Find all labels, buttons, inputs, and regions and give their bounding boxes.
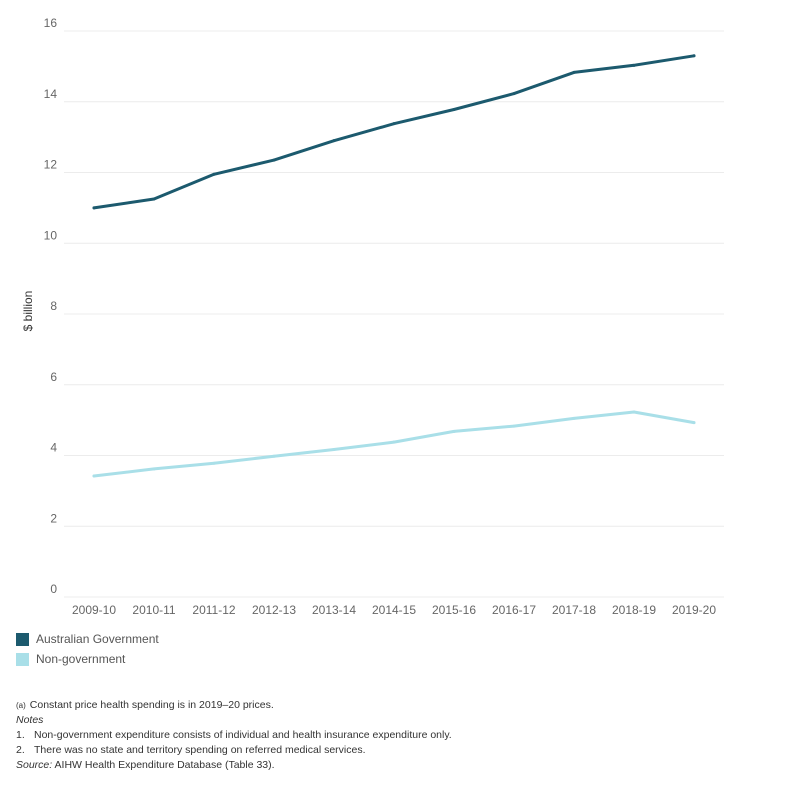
data-point[interactable]: [212, 172, 216, 176]
data-point[interactable]: [332, 139, 336, 143]
data-point[interactable]: [212, 461, 216, 465]
data-point[interactable]: [512, 424, 516, 428]
data-point[interactable]: [152, 197, 156, 201]
series-lines: [92, 54, 696, 478]
x-tick-label: 2010-11: [132, 603, 175, 617]
y-tick-label: 12: [44, 158, 58, 172]
data-point[interactable]: [392, 440, 396, 444]
note-item: 2. There was no state and territory spend…: [16, 743, 452, 758]
y-tick-label: 6: [50, 370, 57, 384]
note-item: 1. Non-government expenditure consists of…: [16, 728, 452, 743]
x-tick-label: 2018-19: [612, 603, 656, 617]
note-number: 1.: [16, 729, 25, 741]
data-point[interactable]: [272, 158, 276, 162]
y-tick-label: 0: [50, 582, 57, 596]
y-tick-label: 8: [50, 299, 57, 313]
data-point[interactable]: [392, 122, 396, 126]
gridlines: [64, 30, 724, 598]
y-tick-label: 14: [44, 87, 58, 101]
data-point[interactable]: [692, 54, 696, 58]
note-number: 2.: [16, 744, 25, 756]
note-text: Non-government expenditure consists of i…: [34, 729, 452, 741]
x-tick-label: 2011-12: [192, 603, 235, 617]
footnote-a: (a) Constant price health spending is in …: [16, 698, 452, 713]
x-tick-label: 2009-10: [72, 603, 116, 617]
legend: Australian Government Non-government: [16, 629, 159, 669]
series-line-australian-government[interactable]: [92, 54, 696, 210]
data-point[interactable]: [272, 454, 276, 458]
source-text: AIHW Health Expenditure Database (Table …: [52, 759, 275, 771]
x-axis: 2009-10 2010-11 2011-12 2012-13 2013-14 2014-…: [72, 603, 716, 617]
legend-item-australian-government[interactable]: Australian Government: [16, 629, 159, 649]
legend-item-non-government[interactable]: Non-government: [16, 649, 159, 669]
x-tick-label: 2015-16: [432, 603, 476, 617]
data-point[interactable]: [452, 429, 456, 433]
source-label: Source:: [16, 759, 53, 771]
legend-swatch: [16, 632, 29, 646]
data-point[interactable]: [572, 416, 576, 420]
footnote-text: Constant price health spending is in 201…: [29, 699, 274, 711]
y-tick-label: 10: [44, 228, 58, 242]
x-tick-label: 2019-20: [672, 603, 716, 617]
data-point[interactable]: [92, 474, 96, 478]
x-tick-label: 2017-18: [552, 603, 596, 617]
line-chart: 0 2 4 6 8 10 12 14 16 2009-10 2010-11 2011-12 2012-…: [21, 16, 724, 617]
data-point[interactable]: [632, 410, 636, 414]
source-line: Source: AIHW Health Expenditure Database…: [16, 758, 452, 773]
data-point[interactable]: [572, 70, 576, 74]
data-point[interactable]: [632, 63, 636, 67]
data-point[interactable]: [512, 92, 516, 96]
footnote-marker: (a): [16, 701, 26, 710]
note-text: There was no state and territory spendin…: [34, 744, 366, 756]
x-tick-label: 2013-14: [312, 603, 356, 617]
y-tick-label: 2: [50, 511, 57, 525]
notes-heading: Notes: [16, 714, 44, 726]
x-tick-label: 2016-17: [492, 603, 536, 617]
data-point[interactable]: [692, 421, 696, 425]
legend-label: Australian Government: [36, 632, 159, 646]
y-tick-label: 16: [44, 16, 58, 30]
data-point[interactable]: [332, 447, 336, 451]
x-tick-label: 2012-13: [252, 603, 296, 617]
chart-notes: (a) Constant price health spending is in …: [16, 698, 452, 773]
data-point[interactable]: [92, 206, 96, 210]
series-line-non-government[interactable]: [92, 410, 696, 478]
legend-swatch: [16, 652, 29, 666]
y-axis-label: $ billion: [21, 291, 35, 332]
data-point[interactable]: [452, 108, 456, 112]
y-axis: 0 2 4 6 8 10 12 14 16: [44, 16, 58, 596]
x-tick-label: 2014-15: [372, 603, 416, 617]
data-point[interactable]: [152, 467, 156, 471]
y-tick-label: 4: [50, 441, 57, 455]
legend-label: Non-government: [36, 652, 126, 666]
